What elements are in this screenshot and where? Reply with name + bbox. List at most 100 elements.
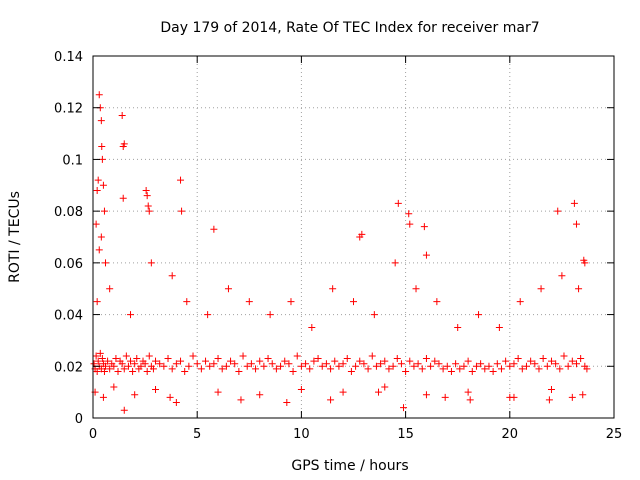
data-point (377, 360, 385, 368)
data-point (247, 360, 255, 368)
data-point (472, 362, 480, 370)
data-point (160, 362, 168, 370)
data-point (98, 155, 106, 163)
data-point (335, 362, 343, 370)
x-tick-label: 5 (193, 427, 201, 442)
data-point (224, 285, 232, 293)
data-point (433, 298, 441, 306)
data-point (185, 362, 193, 370)
data-point (98, 143, 106, 150)
data-point (256, 391, 264, 399)
data-point (489, 367, 497, 375)
data-point (227, 357, 235, 365)
data-point (420, 223, 428, 231)
axis-ticks (92, 55, 615, 419)
data-point (137, 362, 145, 370)
data-point (306, 365, 314, 373)
x-tick-label: 25 (606, 427, 623, 442)
data-point (441, 393, 449, 401)
data-point (281, 357, 289, 365)
data-point (568, 357, 576, 365)
data-point (318, 362, 326, 370)
data-point (527, 357, 535, 365)
data-point (510, 393, 518, 401)
data-point (210, 225, 218, 233)
data-point (168, 365, 176, 373)
data-point (289, 367, 297, 375)
data-point (100, 367, 108, 375)
data-point (522, 362, 530, 370)
data-point (245, 298, 253, 306)
data-point (214, 355, 222, 363)
data-point (547, 357, 555, 365)
data-point (143, 192, 151, 200)
data-point (235, 367, 243, 375)
data-point (183, 298, 191, 306)
data-point (110, 383, 118, 391)
data-point (206, 362, 214, 370)
data-point (120, 406, 128, 414)
y-tick-label: 0.04 (54, 309, 83, 324)
data-point (514, 355, 522, 363)
data-point (260, 362, 268, 370)
data-point (583, 365, 591, 373)
data-point (256, 357, 264, 365)
data-point (537, 285, 545, 293)
data-point (381, 383, 389, 391)
data-point (168, 272, 176, 280)
data-point (339, 360, 347, 368)
data-point (381, 357, 389, 365)
data-point (577, 355, 585, 363)
data-point (581, 259, 589, 267)
data-point (197, 365, 205, 373)
data-point (131, 360, 139, 368)
data-point (120, 140, 128, 148)
data-point (239, 352, 247, 360)
data-point (391, 259, 399, 267)
data-point (297, 386, 305, 394)
data-point (389, 362, 397, 370)
data-point (92, 352, 100, 360)
data-point (243, 362, 251, 370)
data-point (93, 186, 101, 194)
data-point (127, 357, 135, 365)
data-point (402, 367, 410, 375)
data-point (422, 391, 430, 399)
data-point (356, 357, 364, 365)
data-point (97, 233, 105, 241)
x-tick-label: 0 (89, 427, 97, 442)
data-point (406, 357, 414, 365)
y-tick-label: 0.06 (54, 257, 83, 272)
data-point (397, 360, 405, 368)
data-point (506, 362, 514, 370)
data-point (385, 365, 393, 373)
data-point (252, 365, 260, 373)
y-tick-labels: 0 0.02 0.04 0.06 0.08 0.1 0.12 0.14 (54, 50, 83, 427)
data-point (552, 360, 560, 368)
data-point (564, 362, 572, 370)
data-point (283, 398, 291, 406)
data-point (414, 360, 422, 368)
data-point (308, 324, 316, 331)
y-tick-label: 0.1 (62, 153, 83, 168)
data-point (422, 251, 430, 259)
data-point (293, 352, 301, 360)
data-point (218, 365, 226, 373)
data-point (272, 365, 280, 373)
data-point (393, 355, 401, 363)
data-point (106, 365, 114, 373)
chart-title: Day 179 of 2014, Rate Of TEC Index for r… (160, 20, 539, 36)
data-point (156, 360, 164, 368)
data-point (202, 357, 210, 365)
data-point (412, 285, 420, 293)
data-point (545, 396, 553, 404)
data-point (118, 111, 126, 119)
data-point (129, 367, 137, 375)
data-point (268, 360, 276, 368)
data-point (98, 355, 106, 363)
data-point (329, 285, 337, 293)
data-point (485, 362, 493, 370)
data-point (406, 220, 414, 228)
data-point (572, 360, 580, 368)
